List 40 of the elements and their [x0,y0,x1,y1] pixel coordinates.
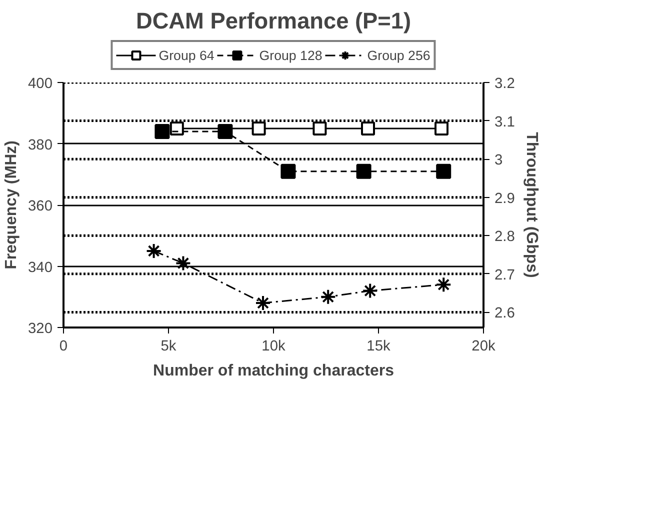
x-tick-label: 0 [59,338,68,354]
x-tick-label: 15k [366,338,391,354]
point [218,124,233,139]
y2-tick-label: 3 [494,152,503,169]
point [252,121,266,136]
point [170,121,184,136]
y2-axis-title: Throughput (Gbps) [522,132,540,278]
chart-title: DCAM Performance (P=1) [136,8,412,34]
y-tick-label: 340 [28,260,53,276]
point [436,164,452,179]
point [312,121,327,136]
point [280,164,296,179]
point [175,255,192,272]
y-tick-label: 360 [28,198,53,214]
point [434,121,448,136]
y-tick-label: 380 [28,137,53,154]
y-tick-label: 400 [28,76,53,92]
x-axis-title: Number of matching characters [153,362,394,380]
y2-tick-label: 3.1 [494,114,515,130]
point [361,121,375,136]
point [356,164,372,179]
y-tick-label: 320 [28,321,53,337]
legend-label: Group 256 [367,48,430,62]
y2-tick-label: 2.6 [494,306,515,322]
point [362,282,378,299]
point [146,242,162,259]
y-axis-title: Frequency (MHz) [3,140,20,270]
legend-label: Group 128 [259,48,322,62]
y2-tick-label: 2.9 [494,190,515,207]
y2-tick-label: 2.8 [494,229,515,246]
y2-tick-label: 2.7 [494,267,515,284]
point [154,124,170,139]
x-tick-label: 20k [472,338,496,354]
y2-tick-label: 3.2 [494,76,515,92]
x-tick-label: 5k [160,338,177,354]
point [320,288,336,305]
point [255,295,271,311]
point [436,276,452,293]
x-tick-label: 10k [262,338,286,354]
legend-label: Group 64 [158,48,214,62]
